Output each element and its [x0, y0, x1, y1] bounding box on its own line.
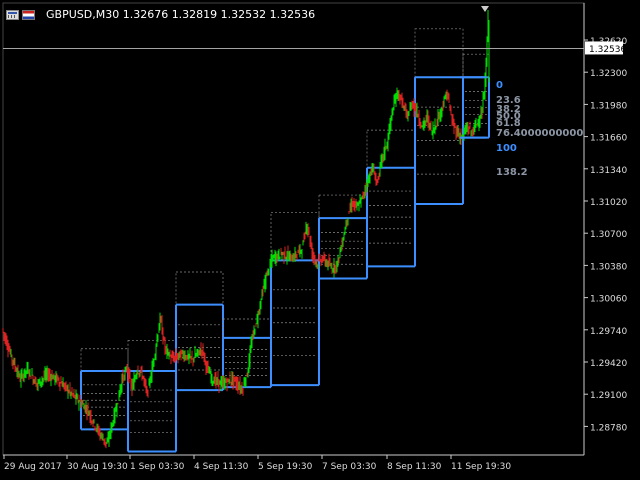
- price-tick-label: 1.31020: [590, 198, 627, 208]
- fibo-extension-box: [127, 339, 177, 372]
- plot-frame: [2, 2, 585, 456]
- fibo-level-label: 138.2: [496, 167, 528, 178]
- time-axis-ticks: 29 Aug 2017 30 Aug 19:30 1 Sep 03:30 4 Sep …: [3, 455, 511, 472]
- chart-shift-icon: [481, 6, 489, 12]
- current-price-box: [585, 41, 623, 55]
- fibo-extension-box: [175, 271, 224, 305]
- time-tick-label: 1 Sep 03:30: [130, 462, 185, 472]
- chart-window-icon: [6, 10, 19, 20]
- fibo-level-label: 0: [496, 80, 503, 91]
- symbol-timeframe: GBPUSD,M30: [46, 8, 120, 21]
- time-tick-label: 30 Aug 19:30: [67, 462, 128, 472]
- price-tick-label: 1.30700: [590, 230, 627, 240]
- price-tick-label: 1.32300: [590, 69, 627, 79]
- fibo-level-label: 38.2: [496, 104, 521, 115]
- candles: [2, 10, 490, 449]
- fibo-extension-box: [318, 194, 368, 219]
- price-tick-label: 1.29420: [590, 359, 627, 369]
- chart-title: GBPUSD,M30 1.32676 1.32819 1.32532 1.325…: [46, 8, 315, 21]
- time-tick-label: 4 Sep 11:30: [194, 462, 249, 472]
- fibo-level-label: 76.4000000000: [496, 128, 583, 139]
- fibo-level-label: 61.8: [496, 118, 521, 129]
- time-tick-label: 5 Sep 19:30: [258, 462, 313, 472]
- fibo-extension-box: [366, 129, 416, 169]
- price-tick-label: 1.31980: [590, 101, 627, 111]
- gb-us-flag-icon: [22, 10, 35, 20]
- fibo-extension-box: [222, 318, 272, 339]
- price-axis-ticks: 1.326201.323001.319801.316601.313401.310…: [584, 37, 627, 433]
- fibo-level-label: 100: [496, 143, 517, 154]
- price-tick-label: 1.30060: [590, 295, 627, 305]
- price-tick-label: 1.29740: [590, 327, 627, 337]
- time-tick-label: 29 Aug 2017: [4, 462, 62, 472]
- price-tick-label: 1.30380: [590, 262, 627, 272]
- fibo-extension-box: [414, 28, 464, 78]
- current-price-label: 1.32536: [589, 45, 626, 55]
- price-tick-label: 1.29100: [590, 391, 627, 401]
- ohlc-values: 1.32676 1.32819 1.32532 1.32536: [122, 8, 316, 21]
- price-tick-label: 1.28780: [590, 423, 627, 433]
- fibo-level-label: 50.0: [496, 111, 521, 122]
- fibo-level-labels: 0 23.638.250.061.876.4000000000 100 138.2: [496, 80, 583, 178]
- price-tick-label: 1.31340: [590, 166, 627, 176]
- fibo-level-label: 23.6: [496, 95, 521, 106]
- time-tick-label: 11 Sep 19:30: [451, 462, 511, 472]
- price-tick-label: 1.31660: [590, 134, 627, 144]
- time-tick-label: 7 Sep 03:30: [322, 462, 377, 472]
- time-tick-label: 8 Sep 11:30: [387, 462, 442, 472]
- fibo-boxes: [80, 28, 490, 453]
- fibo-extension-box: [270, 212, 320, 261]
- fibo-extension-box: [80, 348, 129, 372]
